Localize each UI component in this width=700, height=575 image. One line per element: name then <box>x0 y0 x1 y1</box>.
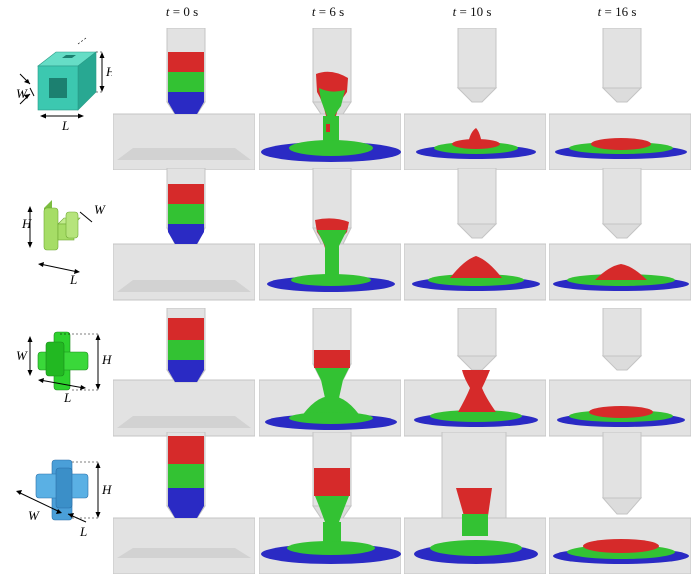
svg-text:W: W <box>28 508 40 523</box>
sim-row1-t0 <box>113 28 255 170</box>
sim-row2-t10 <box>404 168 546 310</box>
sim-row4-t0 <box>113 432 255 574</box>
sim-row3-t0 <box>113 308 255 450</box>
sim-row1-t16 <box>549 28 691 170</box>
sim-row4-t6 <box>259 432 401 574</box>
time-label-0: t = 0 s <box>165 4 199 19</box>
sim-row3-t16 <box>549 308 691 450</box>
svg-text:W: W <box>16 348 28 363</box>
svg-text:W: W <box>94 202 106 217</box>
svg-text:L: L <box>79 524 87 539</box>
sim-row2-t16 <box>549 168 691 310</box>
svg-text:L: L <box>69 272 77 287</box>
sim-row1-t10 <box>404 28 546 170</box>
svg-text:L: L <box>61 118 69 133</box>
svg-text:H: H <box>101 482 112 497</box>
svg-text:L: L <box>63 390 71 405</box>
sim-row2-t6 <box>259 168 401 310</box>
svg-text:H: H <box>21 216 32 231</box>
sim-row4-t10 <box>404 432 546 574</box>
sim-row2-t0 <box>113 168 255 310</box>
time-label-6: t = 6 s <box>311 4 345 19</box>
shape-cross-particle: H W L <box>0 308 112 450</box>
shape-l-block: H W L <box>0 168 112 310</box>
shape-hollow-cube: H W L <box>0 28 112 170</box>
sim-row4-t16 <box>549 432 691 574</box>
sim-row1-t6 <box>259 28 401 170</box>
svg-text:H: H <box>101 352 112 367</box>
shape-plus-block: H W L <box>0 440 112 575</box>
time-label-16: t = 16 s <box>597 4 637 19</box>
sim-row3-t6 <box>259 308 401 450</box>
svg-text:W: W <box>16 86 28 101</box>
time-label-10: t = 10 s <box>452 4 492 19</box>
sim-row3-t10 <box>404 308 546 450</box>
svg-text:H: H <box>105 64 112 79</box>
